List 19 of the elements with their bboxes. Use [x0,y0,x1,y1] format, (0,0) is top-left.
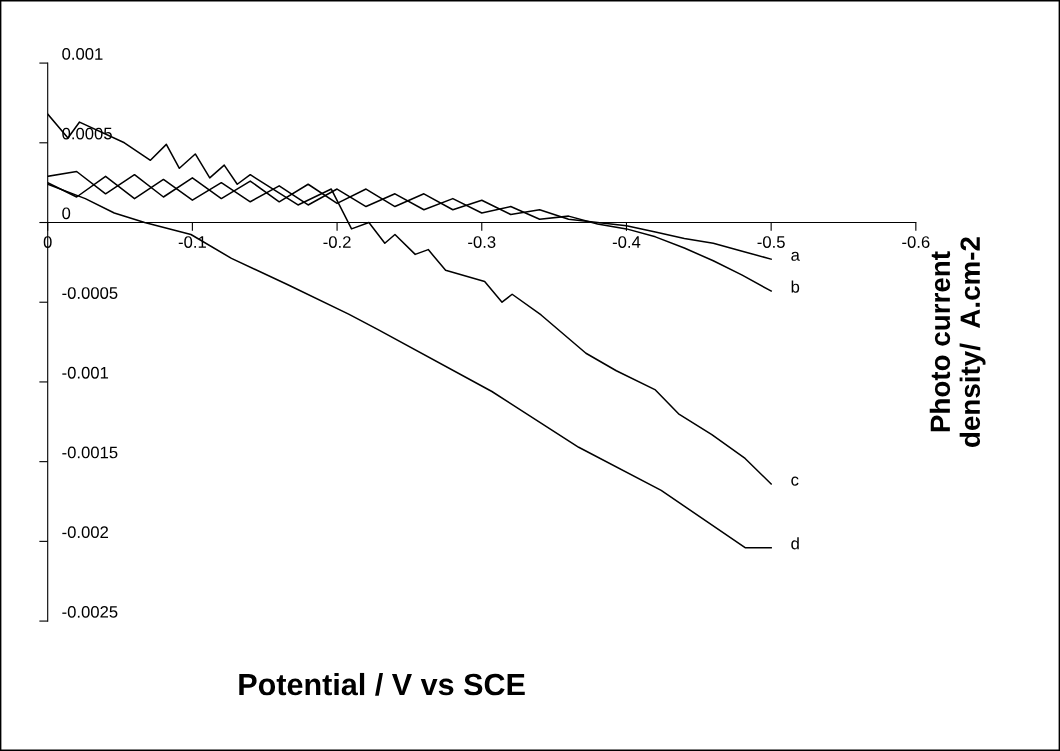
y-tick-label: -0.0005 [62,287,118,299]
y-tick-label: -0.0015 [62,446,118,459]
x-tick-label: -0.1 [178,236,206,248]
series-label: a [791,251,800,261]
y-tick-label: 0 [62,207,71,220]
x-tick-label: -0.2 [323,236,351,248]
y-axis-title: Photo current density/ A.cm-2 [929,237,986,447]
series-label: c [791,476,799,486]
y-tick-label: -0.0025 [62,605,118,618]
series-label: d [791,537,799,550]
y-tick-label: -0.002 [62,526,109,539]
series-label: b [791,280,800,293]
x-axis-title: Potential / V vs SCE [239,672,525,696]
x-tick-label: -0.5 [757,236,785,248]
y-tick-label: -0.001 [62,366,109,379]
y-tick-label: 0.001 [62,47,103,60]
x-tick-label: -0.4 [612,236,641,248]
x-tick-label: -0.6 [902,236,930,248]
x-tick-label: -0.3 [468,236,496,248]
